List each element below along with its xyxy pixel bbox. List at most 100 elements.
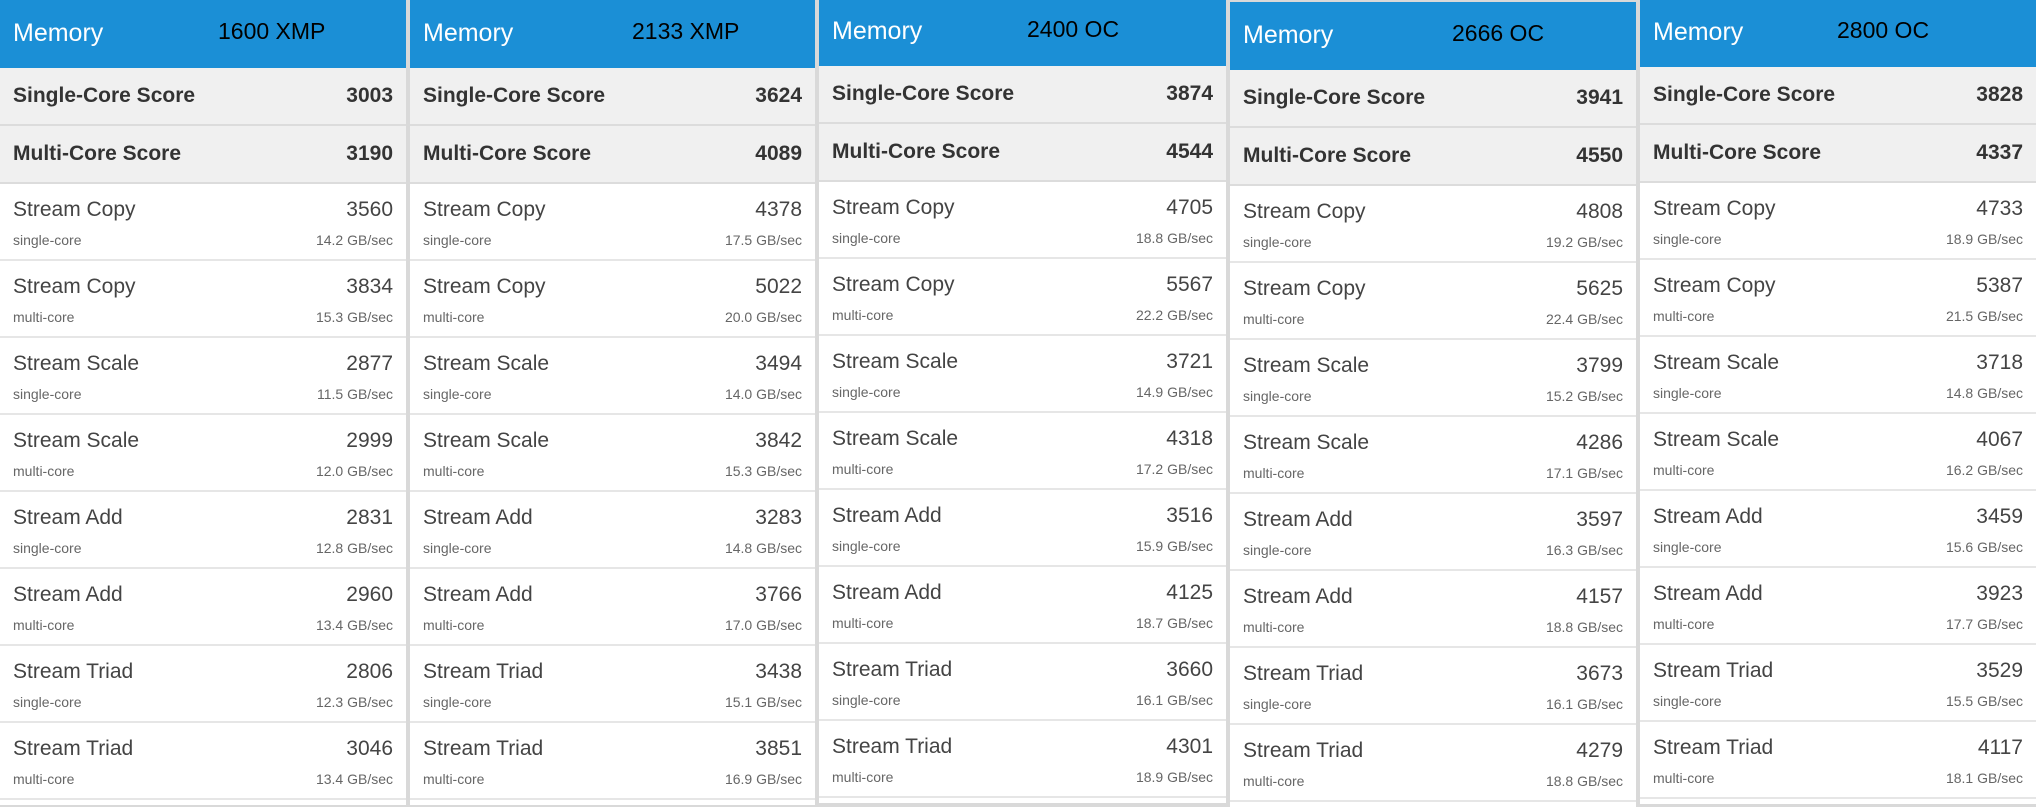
- panel-header: Memory 1600 XMP: [0, 0, 406, 68]
- memory-panel: Memory 2666 OC Single-Core Score 3941 Multi-…: [1230, 2, 1636, 807]
- stream-core-type: single-core: [832, 384, 901, 400]
- panel-title: Memory: [832, 17, 923, 45]
- stream-test-name: Stream Copy: [1653, 197, 1776, 220]
- stream-core-type: multi-core: [1243, 311, 1305, 327]
- multi-core-score-row: Multi-Core Score 4089: [410, 126, 815, 184]
- stream-test-score: 5625: [1576, 277, 1623, 300]
- single-core-score-label: Single-Core Score: [423, 84, 606, 107]
- stream-test-name: Stream Triad: [423, 737, 544, 760]
- stream-bandwidth: 15.6 GB/sec: [1945, 539, 2023, 555]
- stream-test-score: 3842: [755, 429, 802, 452]
- stream-result-row: Stream Copy 5625 multi-core 22.4 GB/sec: [1230, 263, 1636, 340]
- multi-core-score-label: Multi-Core Score: [832, 140, 1001, 163]
- stream-test-name: Stream Copy: [13, 275, 136, 298]
- memory-speed-label: 2666 OC: [1452, 20, 1545, 46]
- stream-test-name: Stream Add: [1653, 505, 1763, 528]
- stream-bandwidth: 18.8 GB/sec: [1135, 230, 1213, 246]
- stream-bandwidth: 15.1 GB/sec: [724, 694, 802, 710]
- stream-core-type: single-core: [13, 540, 82, 556]
- stream-bandwidth: 14.8 GB/sec: [1945, 385, 2023, 401]
- stream-test-name: Stream Copy: [13, 198, 136, 221]
- stream-result-row: Stream Add 4125 multi-core 18.7 GB/sec: [819, 567, 1226, 644]
- stream-test-name: Stream Triad: [13, 660, 134, 683]
- stream-core-type: single-core: [832, 538, 901, 554]
- stream-core-type: multi-core: [1243, 619, 1305, 635]
- stream-result-row: Stream Add 3923 multi-core 17.7 GB/sec: [1640, 568, 2036, 645]
- stream-bandwidth: 17.2 GB/sec: [1135, 461, 1213, 477]
- stream-test-score: 4067: [1976, 428, 2023, 451]
- stream-bandwidth: 18.7 GB/sec: [1135, 615, 1213, 631]
- single-core-score-value: 3624: [755, 84, 802, 107]
- stream-core-type: multi-core: [1653, 308, 1715, 324]
- multi-core-score-label: Multi-Core Score: [1243, 144, 1412, 167]
- single-core-score-value: 3874: [1166, 82, 1213, 105]
- stream-test-name: Stream Scale: [13, 352, 140, 375]
- stream-bandwidth: 13.4 GB/sec: [315, 771, 393, 787]
- stream-test-score: 4279: [1576, 739, 1623, 762]
- stream-test-name: Stream Scale: [1243, 354, 1370, 377]
- stream-result-row: Stream Triad 3529 single-core 15.5 GB/sec: [1640, 645, 2036, 722]
- stream-test-name: Stream Triad: [13, 737, 134, 760]
- stream-result-row: Stream Scale 4318 multi-core 17.2 GB/sec: [819, 413, 1226, 490]
- stream-test-name: Stream Scale: [1653, 428, 1780, 451]
- stream-core-type: single-core: [832, 692, 901, 708]
- stream-core-type: single-core: [832, 230, 901, 246]
- stream-bandwidth: 14.9 GB/sec: [1135, 384, 1213, 400]
- stream-core-type: multi-core: [13, 771, 75, 787]
- single-core-score-value: 3941: [1576, 86, 1623, 109]
- single-core-score-value: 3003: [346, 84, 393, 107]
- stream-result-row: Stream Triad 2806 single-core 12.3 GB/sec: [0, 646, 406, 723]
- stream-result-row: Stream Scale 3842 multi-core 15.3 GB/sec: [410, 415, 815, 492]
- stream-bandwidth: 16.2 GB/sec: [1945, 462, 2023, 478]
- stream-test-name: Stream Add: [13, 583, 123, 606]
- stream-bandwidth: 12.8 GB/sec: [315, 540, 393, 556]
- stream-core-type: multi-core: [832, 461, 894, 477]
- stream-result-row: Stream Copy 5022 multi-core 20.0 GB/sec: [410, 261, 815, 338]
- stream-test-name: Stream Triad: [1653, 659, 1774, 682]
- single-core-score-label: Single-Core Score: [1243, 86, 1426, 109]
- stream-result-row: Stream Triad 3851 multi-core 16.9 GB/sec: [410, 723, 815, 800]
- stream-test-score: 4125: [1166, 581, 1213, 604]
- stream-test-score: 5022: [755, 275, 802, 298]
- stream-bandwidth: 18.9 GB/sec: [1945, 231, 2023, 247]
- stream-test-name: Stream Copy: [423, 198, 546, 221]
- stream-test-score: 3516: [1166, 504, 1213, 527]
- memory-speed-label: 2800 OC: [1837, 17, 1930, 43]
- multi-core-score-row: Multi-Core Score 3190: [0, 126, 406, 184]
- stream-core-type: multi-core: [832, 769, 894, 785]
- stream-test-name: Stream Triad: [832, 735, 953, 758]
- stream-bandwidth: 15.3 GB/sec: [315, 309, 393, 325]
- memory-panel: Memory 2800 OC Single-Core Score 3828 Multi-…: [1640, 0, 2036, 804]
- stream-result-row: Stream Scale 3799 single-core 15.2 GB/sec: [1230, 340, 1636, 417]
- multi-core-score-value: 4089: [755, 142, 802, 165]
- stream-core-type: single-core: [13, 694, 82, 710]
- stream-core-type: single-core: [1243, 542, 1312, 558]
- stream-bandwidth: 17.5 GB/sec: [724, 232, 802, 248]
- stream-core-type: single-core: [1243, 696, 1312, 712]
- stream-core-type: single-core: [1653, 539, 1722, 555]
- stream-bandwidth: 16.9 GB/sec: [724, 771, 802, 787]
- stream-test-score: 2960: [346, 583, 393, 606]
- stream-bandwidth: 18.1 GB/sec: [1945, 770, 2023, 786]
- stream-test-score: 3660: [1166, 658, 1213, 681]
- stream-result-row: Stream Copy 5567 multi-core 22.2 GB/sec: [819, 259, 1226, 336]
- stream-core-type: single-core: [423, 386, 492, 402]
- stream-test-score: 2806: [346, 660, 393, 683]
- multi-core-score-value: 3190: [346, 142, 393, 165]
- stream-bandwidth: 12.0 GB/sec: [315, 463, 393, 479]
- stream-core-type: single-core: [1653, 693, 1722, 709]
- stream-bandwidth: 18.8 GB/sec: [1545, 619, 1623, 635]
- stream-bandwidth: 19.2 GB/sec: [1545, 234, 1623, 250]
- single-core-score-row: Single-Core Score 3624: [410, 68, 815, 126]
- stream-test-score: 3834: [346, 275, 393, 298]
- stream-bandwidth: 13.4 GB/sec: [315, 617, 393, 633]
- stream-test-score: 3923: [1976, 582, 2023, 605]
- stream-test-score: 3438: [755, 660, 802, 683]
- stream-test-score: 3721: [1166, 350, 1213, 373]
- multi-core-score-value: 4550: [1576, 144, 1623, 167]
- stream-result-row: Stream Add 3516 single-core 15.9 GB/sec: [819, 490, 1226, 567]
- stream-test-name: Stream Add: [423, 506, 533, 529]
- stream-test-score: 4705: [1166, 196, 1213, 219]
- stream-result-row: Stream Add 3597 single-core 16.3 GB/sec: [1230, 494, 1636, 571]
- stream-core-type: single-core: [1243, 234, 1312, 250]
